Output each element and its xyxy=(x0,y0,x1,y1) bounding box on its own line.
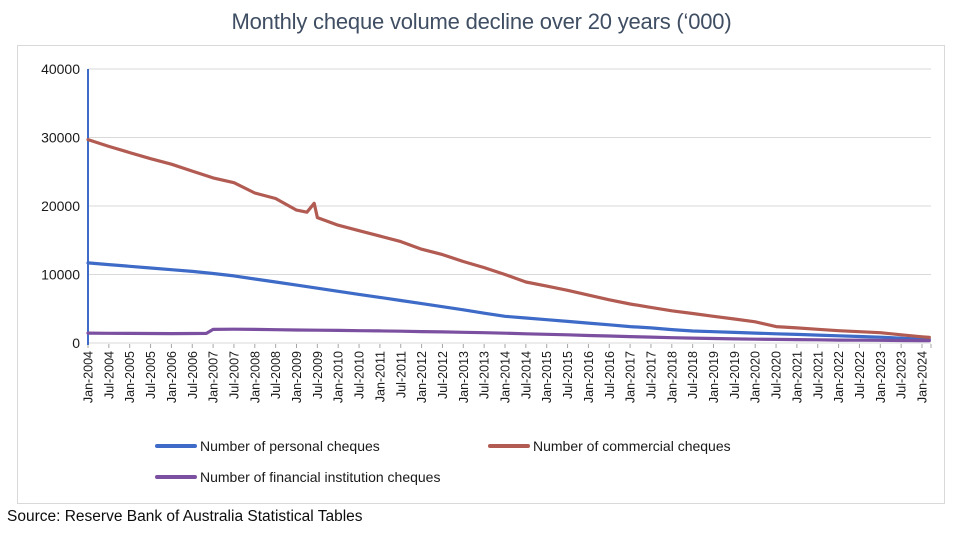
x-axis-label-Jan-2023: Jan-2023 xyxy=(874,351,888,403)
chart-title: Monthly cheque volume decline over 20 ye… xyxy=(231,9,732,34)
legend-swatch-financial-icon xyxy=(155,474,197,480)
x-axis-label-Jan-2006: Jan-2006 xyxy=(165,351,179,403)
legend-item-commercial-cheques: Number of commercial cheques xyxy=(488,438,731,454)
x-axis-label-Jul-2005: Jul-2005 xyxy=(144,351,158,399)
x-axis-label-Jul-2006: Jul-2006 xyxy=(186,351,200,399)
x-axis-label-Jan-2011: Jan-2011 xyxy=(373,351,387,402)
series-line-0 xyxy=(86,261,931,342)
x-axis-label-Jul-2018: Jul-2018 xyxy=(686,351,700,399)
series-line-1 xyxy=(86,137,931,339)
x-axis-label-Jul-2004: Jul-2004 xyxy=(102,351,116,399)
x-axis-label-Jan-2014: Jan-2014 xyxy=(499,351,513,403)
legend-label-financial: Number of financial institution cheques xyxy=(200,469,441,485)
y-axis-label-30000: 30000 xyxy=(41,130,80,146)
line-chart: 0 10000 20000 30000 40000 Jan-2004 Jul-2004 Jan… xyxy=(41,61,932,403)
x-axis-label-Jul-2011: Jul-2011 xyxy=(394,351,408,398)
y-axis-label-40000: 40000 xyxy=(41,61,80,77)
x-axis-label-Jan-2009: Jan-2009 xyxy=(290,351,304,403)
x-axis-label-Jul-2022: Jul-2022 xyxy=(853,351,867,399)
x-axis-label-Jan-2016: Jan-2016 xyxy=(582,351,596,403)
x-axis-label-Jul-2017: Jul-2017 xyxy=(644,351,658,399)
source-note: Source: Reserve Bank of Australia Statis… xyxy=(7,508,363,525)
x-axis-label-Jul-2012: Jul-2012 xyxy=(436,351,450,399)
x-axis-label-Jan-2017: Jan-2017 xyxy=(624,351,638,403)
legend-label-personal: Number of personal cheques xyxy=(200,438,380,454)
x-axis-label-Jan-2020: Jan-2020 xyxy=(749,351,763,403)
x-axis-label-Jan-2022: Jan-2022 xyxy=(832,351,846,403)
x-axis-label-Jul-2007: Jul-2007 xyxy=(227,351,241,399)
y-axis-label-10000: 10000 xyxy=(41,267,80,283)
legend-swatch-commercial-icon xyxy=(488,443,530,449)
x-axis-label-Jul-2021: Jul-2021 xyxy=(811,351,825,399)
x-axis-label-Jan-2019: Jan-2019 xyxy=(707,351,721,403)
x-axis-label-Jul-2009: Jul-2009 xyxy=(311,351,325,399)
y-axis-label-0: 0 xyxy=(72,335,80,351)
x-axis-label-Jan-2024: Jan-2024 xyxy=(916,351,930,403)
x-axis-label-Jan-2012: Jan-2012 xyxy=(415,351,429,403)
x-axis-label-Jan-2010: Jan-2010 xyxy=(332,351,346,403)
x-axis-label-Jul-2013: Jul-2013 xyxy=(478,351,492,399)
x-axis-label-Jul-2016: Jul-2016 xyxy=(603,351,617,399)
x-axis-label-Jan-2021: Jan-2021 xyxy=(790,351,804,403)
legend-item-personal-cheques: Number of personal cheques xyxy=(155,438,380,454)
chart-plot-area: 0 10000 20000 30000 40000 Jan-2004 Jul-2004 Jan… xyxy=(17,45,945,504)
x-axis-label-Jan-2008: Jan-2008 xyxy=(248,351,262,403)
x-axis-label-Jul-2020: Jul-2020 xyxy=(770,351,784,399)
x-axis-label-Jul-2010: Jul-2010 xyxy=(353,351,367,399)
legend-item-financial-institution-cheques: Number of financial institution cheques xyxy=(155,469,441,485)
series-line-2 xyxy=(86,327,931,343)
x-axis-label-Jan-2015: Jan-2015 xyxy=(540,351,554,403)
x-axis-label-Jul-2019: Jul-2019 xyxy=(728,351,742,399)
x-axis-label-Jan-2005: Jan-2005 xyxy=(123,351,137,403)
x-axis-label-Jan-2013: Jan-2013 xyxy=(457,351,471,403)
x-axis-label-Jan-2018: Jan-2018 xyxy=(665,351,679,403)
legend-swatch-personal-icon xyxy=(155,443,197,449)
x-axis-label-Jul-2014: Jul-2014 xyxy=(519,351,533,399)
x-axis-label-Jul-2008: Jul-2008 xyxy=(269,351,283,399)
x-axis-label-Jan-2004: Jan-2004 xyxy=(82,351,96,403)
y-axis-label-20000: 20000 xyxy=(41,198,80,214)
legend-label-commercial: Number of commercial cheques xyxy=(533,438,731,454)
x-axis-label-Jul-2023: Jul-2023 xyxy=(895,351,909,399)
x-axis-label-Jan-2007: Jan-2007 xyxy=(207,351,221,403)
x-axis-label-Jul-2015: Jul-2015 xyxy=(561,351,575,399)
